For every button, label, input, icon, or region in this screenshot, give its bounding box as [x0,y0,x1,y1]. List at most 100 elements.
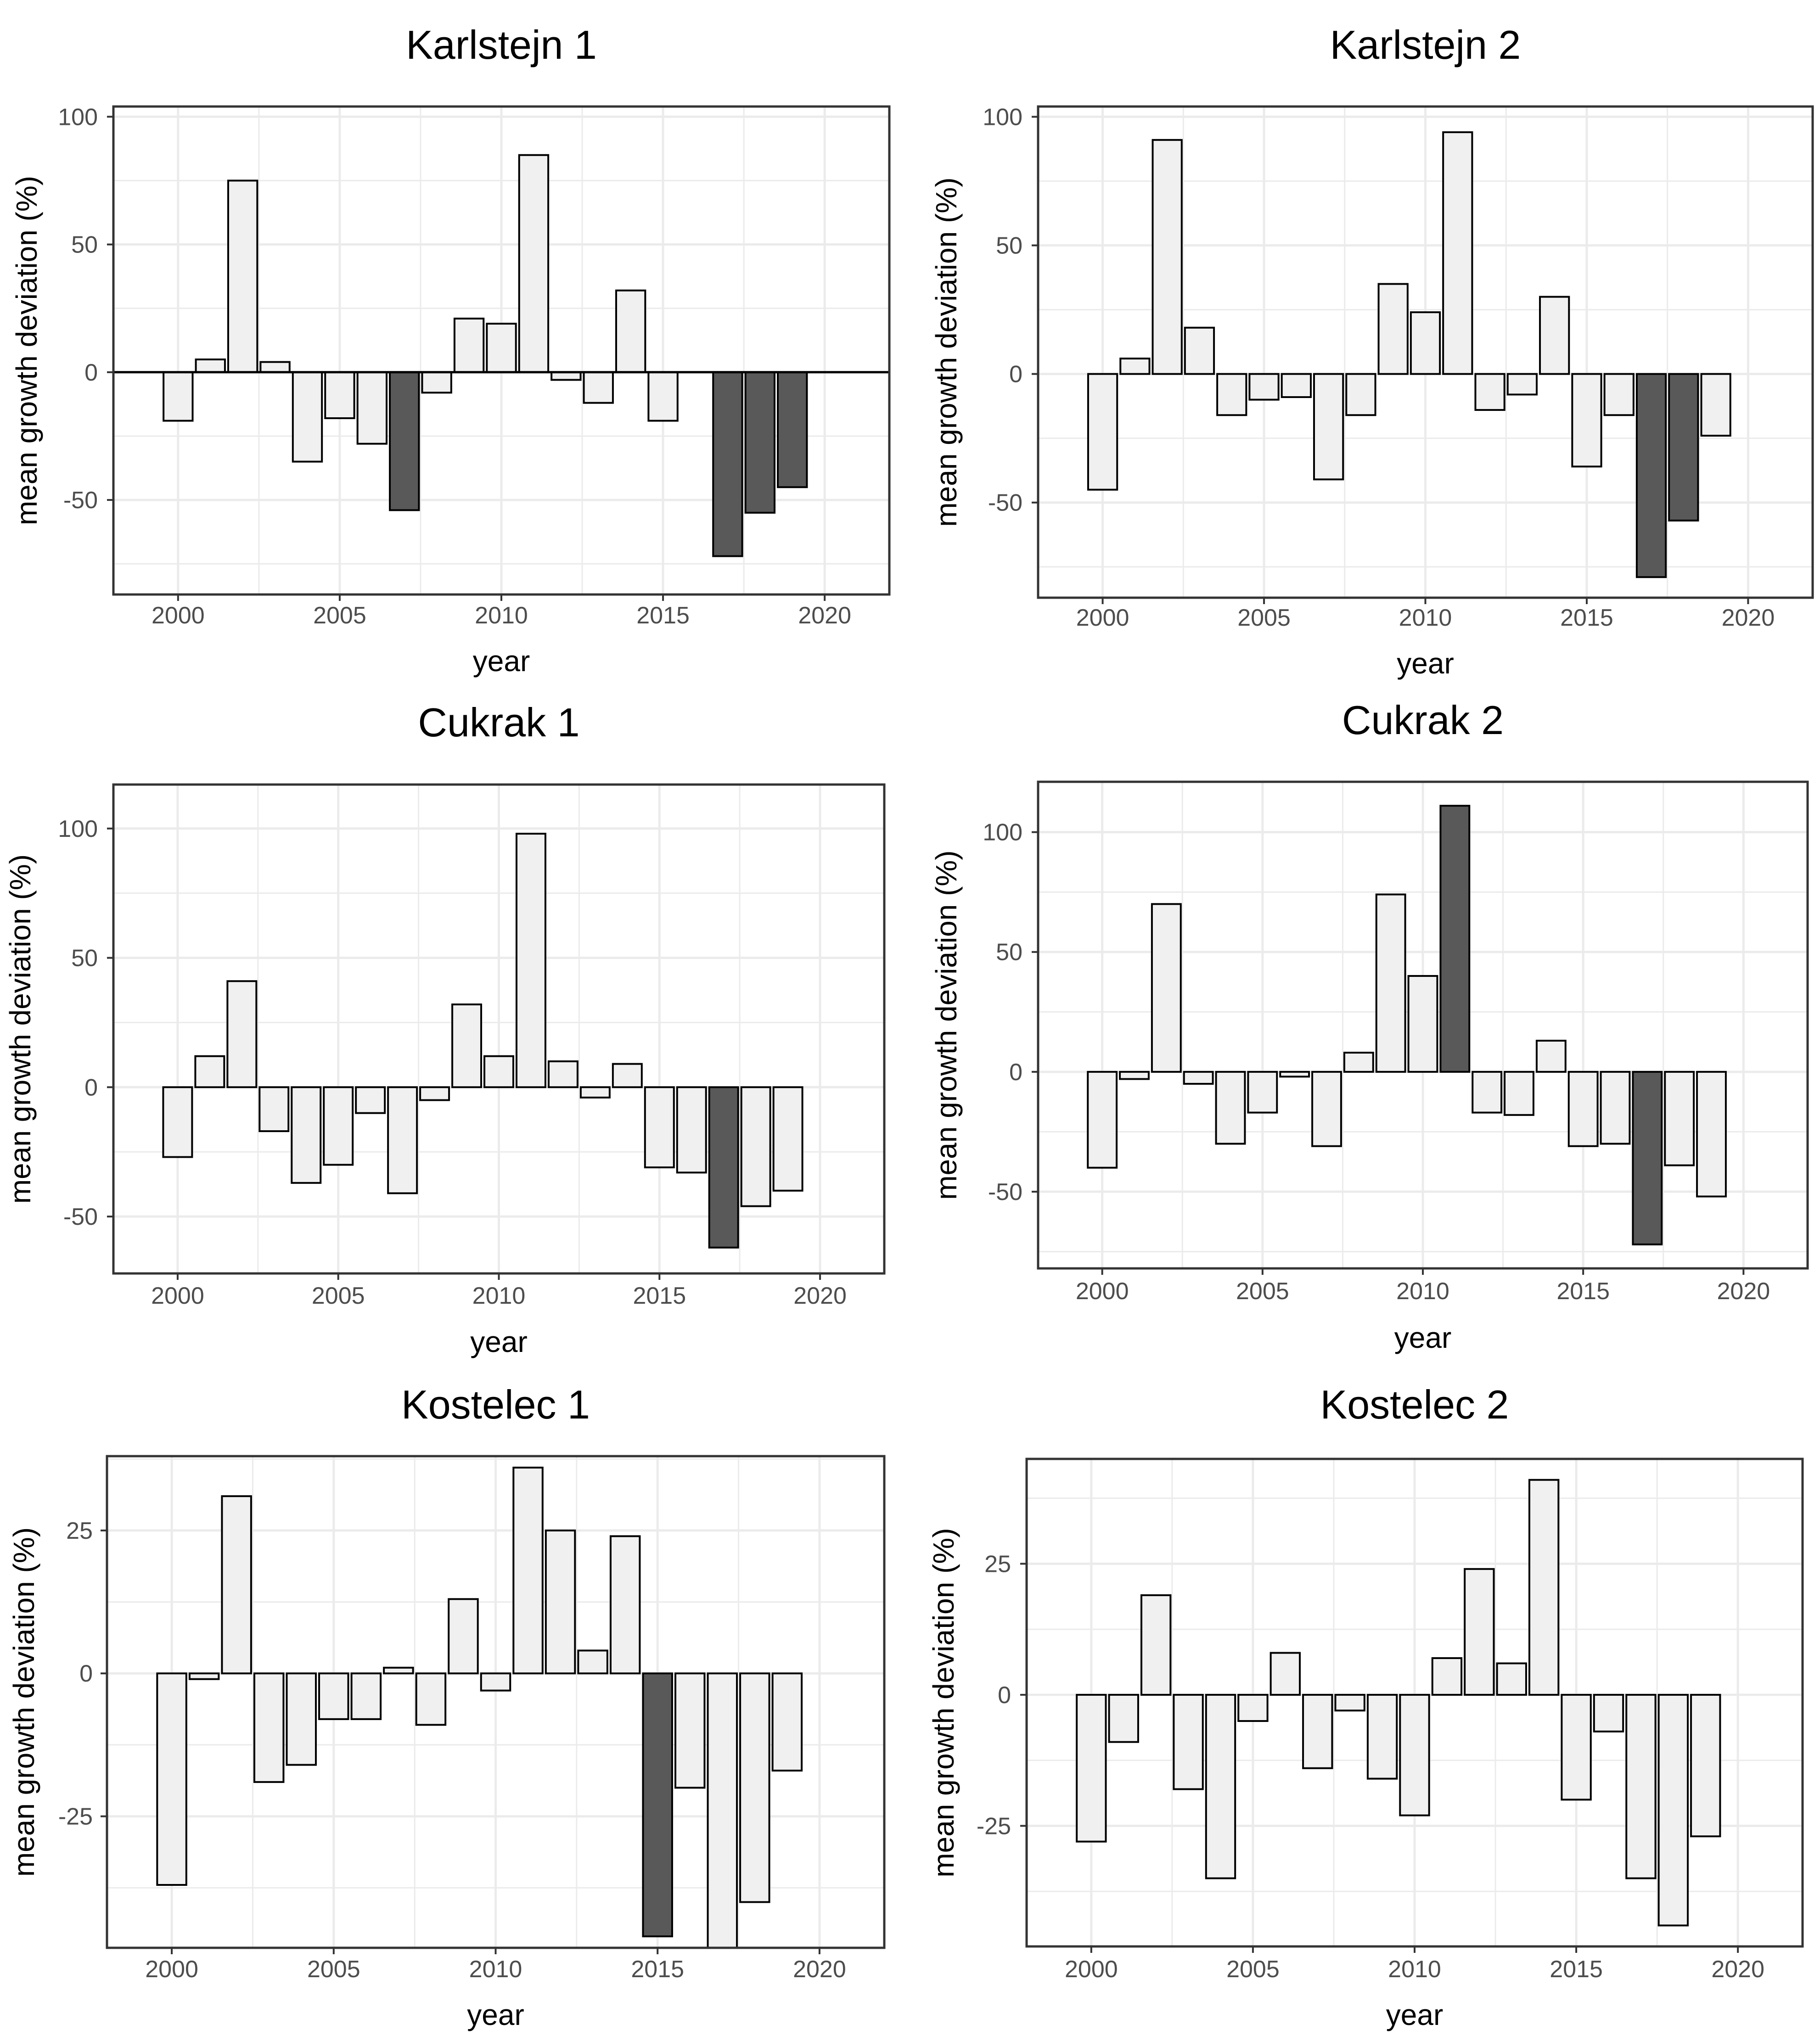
y-tick-label: 0 [84,1074,98,1101]
y-tick-label: 50 [996,233,1022,259]
panel-1: 2000 2005 2010 2015 2020 -50 0 50 100 Karlstejn 1… [10,22,891,678]
bar-2017 [1635,373,1667,578]
y-axis-label: mean growth deviation (%) [10,176,43,525]
x-tick-label: 2015 [636,602,690,629]
panel-title: Cukrak 2 [1342,697,1504,743]
x-tick-label: 2010 [1388,1956,1441,1983]
y-tick-label: -50 [63,487,98,514]
bar-2003 [1173,1693,1204,1790]
bar-2015 [1571,373,1602,468]
bar-2011 [1431,1657,1463,1696]
bar-2003 [1183,1071,1214,1085]
bar-2019 [772,1086,803,1192]
bar-2018 [744,371,776,514]
bar-2000 [156,1672,187,1886]
y-tick-label: 0 [79,1660,93,1687]
bar-2005 [1248,373,1280,401]
x-tick-label: 2020 [1722,605,1775,631]
x-tick-label: 2000 [151,1283,204,1309]
bar-2004 [1216,373,1247,416]
bar-2008 [1343,1052,1374,1073]
bar-2006 [1279,1071,1310,1078]
bar-2015 [1567,1071,1599,1147]
bar-2004 [291,1086,322,1184]
bar-2004 [286,1672,317,1766]
bar-2014 [609,1535,641,1675]
bar-2013 [1506,373,1538,396]
bar-2010 [1399,1693,1430,1817]
bar-2015 [644,1086,675,1168]
bar-2017 [1625,1693,1657,1879]
bar-2012 [1464,1568,1495,1696]
panel-3: 2000 2005 2010 2015 2020 -50 0 50 100 Cukrak 1 yea… [4,700,886,1358]
x-tick-label: 2015 [1556,1278,1610,1305]
bar-2006 [1270,1652,1301,1696]
bar-2008 [1334,1693,1365,1712]
panel-2: 2000 2005 2010 2015 2020 -50 0 50 100 Karlstejn 2… [930,22,1814,680]
bar-2010 [1410,311,1441,375]
y-tick-label: -25 [58,1804,93,1830]
bar-2012 [1474,373,1505,411]
bar-2018 [739,1672,770,1903]
x-tick-label: 2000 [145,1956,198,1983]
bar-2011 [512,1466,544,1675]
x-tick-label: 2010 [1399,605,1452,631]
bar-2001 [1119,358,1151,375]
y-tick-label: 25 [984,1551,1011,1577]
bar-2012 [550,371,582,381]
bar-2006 [1281,373,1312,398]
x-axis-label: year [470,1325,528,1358]
y-axis-label: mean growth deviation (%) [927,1528,960,1877]
x-tick-label: 2010 [469,1956,522,1983]
bar-2002 [227,179,258,373]
bar-2016 [1600,1071,1631,1145]
bar-2010 [486,323,517,373]
bar-2019 [1696,1071,1727,1198]
y-tick-label: 0 [1009,361,1022,388]
y-tick-label: 100 [983,819,1022,846]
bar-2001 [188,1672,220,1680]
bar-2009 [451,1003,483,1088]
bar-2000 [1087,1071,1118,1169]
y-tick-label: 50 [71,945,98,972]
bar-2007 [389,371,420,511]
x-axis-label: year [467,1998,524,2031]
bar-2007 [1313,373,1344,481]
bar-2004 [292,371,323,463]
y-axis-label: mean growth deviation (%) [930,850,963,1200]
panel-title: Karlstejn 2 [1330,22,1521,67]
y-tick-label: 0 [84,359,98,386]
y-axis-label: mean growth deviation (%) [7,1527,40,1877]
bar-2008 [421,371,452,394]
bar-2001 [194,1055,225,1088]
bar-2015 [647,371,679,422]
bar-2013 [579,1086,611,1099]
x-tick-label: 2000 [152,602,205,629]
bar-2011 [1439,805,1471,1073]
bar-2002 [1151,903,1182,1073]
bar-2005 [324,371,355,419]
bar-2013 [1496,1662,1527,1696]
bar-2014 [612,1063,643,1088]
bar-2017 [708,1086,739,1249]
x-tick-label: 2005 [1237,605,1291,631]
bar-2019 [777,371,808,488]
x-tick-label: 2005 [1226,1956,1280,1983]
panel-6: 2000 2005 2010 2015 2020 -25 0 25 Kostelec 2 year… [927,1382,1804,2031]
x-axis-label: year [1386,1998,1444,2031]
bar-2019 [1690,1693,1721,1838]
bar-2015 [642,1672,673,1938]
y-tick-label: 50 [996,939,1022,966]
panel-5: 2000 2005 2010 2015 2020 -25 0 25 Kostelec 1 year… [7,1382,886,2031]
y-tick-label: 100 [983,104,1022,130]
bar-2014 [1535,1039,1567,1073]
bar-2003 [253,1672,285,1783]
x-tick-label: 2005 [307,1956,360,1983]
bar-2013 [1504,1071,1534,1116]
bar-2012 [547,1060,579,1088]
bar-2006 [350,1672,382,1720]
bar-2008 [1345,373,1376,416]
bar-2018 [1664,1071,1695,1166]
x-tick-label: 2005 [1236,1278,1289,1305]
